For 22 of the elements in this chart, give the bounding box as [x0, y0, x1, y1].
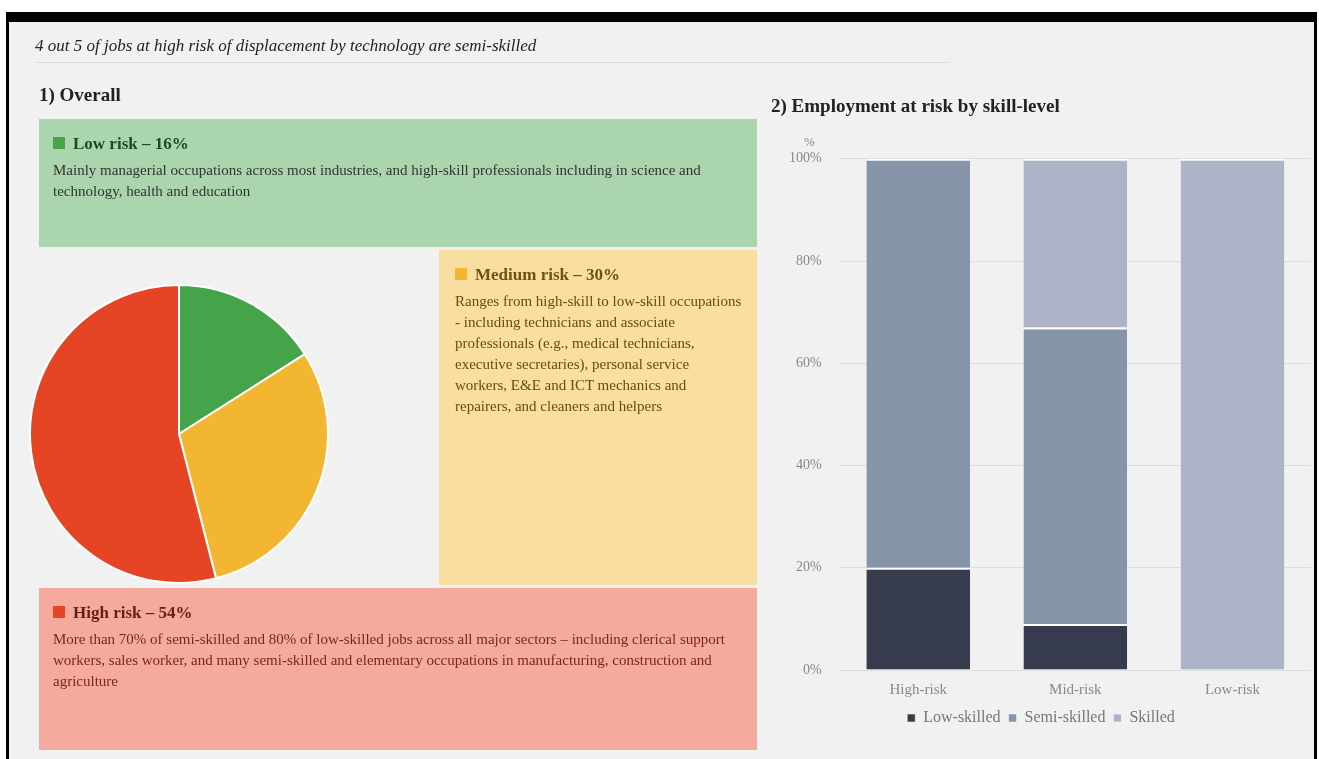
- chart-subtitle: 4 out 5 of jobs at high risk of displacement by technology are semi-skilled: [35, 36, 538, 56]
- y-tick-label: 80%: [795, 252, 822, 268]
- y-tick-label: 0%: [802, 661, 822, 677]
- text: Ranges from high-skill to low-skill occupations - including technicians and associate professionals (e.g., medical technicians, executive secretaries), personal service workers, E&E and ICT mechanics and repairers, and cleaners and helpers: [455, 292, 743, 416]
- y-tick-label: 40%: [795, 457, 822, 473]
- legend-label: Low risk – 16%: [73, 134, 189, 153]
- chart-title: 1) Overall: [39, 84, 121, 106]
- legend-label: Semi-skilled: [1024, 708, 1106, 726]
- text: More than 70% of semi-skilled and 80% of low-skilled jobs across all major sectors – including clerical support workers, sales worker, and many semi-skilled and elementary occupations in manufacturing, construction and agriculture: [53, 630, 726, 691]
- legend-label: Low-skilled: [923, 708, 1001, 726]
- x-tick-label: Mid-risk: [1049, 680, 1103, 697]
- y-tick-label: 60%: [795, 354, 822, 370]
- legend-label: Skilled: [1129, 708, 1175, 726]
- legend-label: Medium risk – 30%: [475, 265, 620, 284]
- y-axis-title: %: [803, 133, 815, 149]
- legend-label: High risk – 54%: [73, 603, 193, 622]
- text: Mainly managerial occupations across most industries, and high-skill professionals including in science and technology, health and education: [53, 161, 702, 201]
- chart-title: 2) Employment at risk by skill-level: [771, 95, 1060, 118]
- x-tick-label: High-risk: [889, 680, 948, 697]
- x-tick-label: Low-risk: [1204, 680, 1261, 697]
- y-tick-label: 100%: [788, 150, 822, 166]
- y-tick-label: 20%: [795, 559, 822, 575]
